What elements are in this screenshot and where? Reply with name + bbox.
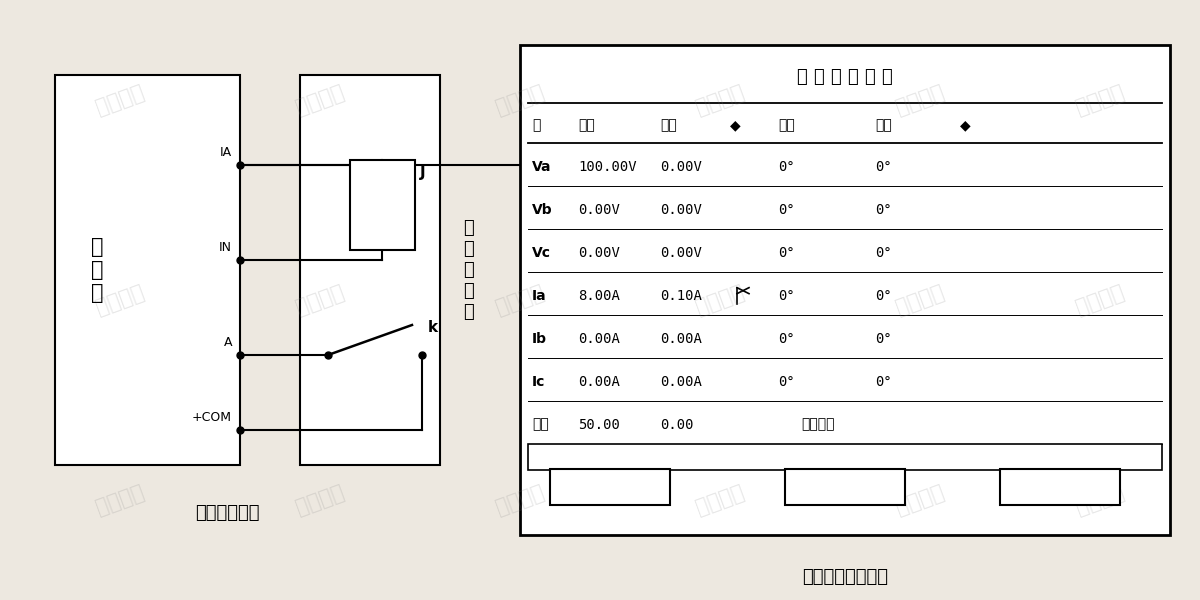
Text: 确 认: 确 认 <box>599 479 622 494</box>
Text: 龙电电气: 龙电电气 <box>493 282 547 318</box>
Text: 返 回: 返 回 <box>833 479 857 494</box>
Text: 0°: 0° <box>778 374 794 389</box>
Text: 相位: 相位 <box>778 118 794 132</box>
Text: 0°: 0° <box>778 245 794 260</box>
Text: 龙电电气: 龙电电气 <box>94 282 146 318</box>
Text: 龙电电气: 龙电电气 <box>893 282 947 318</box>
Text: 0°: 0° <box>875 245 892 260</box>
Text: 龙电电气: 龙电电气 <box>94 82 146 118</box>
Text: 龙电电气: 龙电电气 <box>293 282 347 318</box>
Bar <box>528 444 1162 470</box>
Text: Vc: Vc <box>532 245 551 260</box>
Text: 自动试验: 自动试验 <box>802 418 835 431</box>
Text: 0°: 0° <box>778 160 794 173</box>
Text: k: k <box>428 319 438 335</box>
Text: 相: 相 <box>532 118 540 132</box>
Bar <box>1000 469 1120 505</box>
Text: +COM: +COM <box>192 411 232 424</box>
Text: 0.00A: 0.00A <box>660 332 702 346</box>
Bar <box>785 469 905 505</box>
Text: ◆: ◆ <box>730 118 740 132</box>
Text: Va: Va <box>532 160 552 173</box>
Text: 龙电电气: 龙电电气 <box>893 82 947 118</box>
Text: 龙电电气: 龙电电气 <box>493 482 547 518</box>
Text: 龙电电气: 龙电电气 <box>694 282 746 318</box>
Text: 0°: 0° <box>778 332 794 346</box>
Text: Ia: Ia <box>532 289 547 302</box>
Text: 龙电电气: 龙电电气 <box>893 482 947 518</box>
Text: 0°: 0° <box>875 203 892 217</box>
Text: 0°: 0° <box>875 160 892 173</box>
Text: 测
试
仪: 测 试 仪 <box>91 237 103 303</box>
Text: ◆: ◆ <box>960 118 971 132</box>
Text: 0.00A: 0.00A <box>578 374 620 389</box>
Text: 0.00V: 0.00V <box>660 245 702 260</box>
Text: 50.00: 50.00 <box>578 418 620 431</box>
Text: 0.00V: 0.00V <box>578 203 620 217</box>
Text: 0°: 0° <box>875 332 892 346</box>
Text: 无3U0: 无3U0 <box>1039 479 1081 494</box>
Text: 0.00V: 0.00V <box>660 203 702 217</box>
Text: 0.00: 0.00 <box>660 418 694 431</box>
Text: J: J <box>420 165 426 180</box>
Bar <box>350 160 415 250</box>
Text: 0.00A: 0.00A <box>660 374 702 389</box>
Text: Ic: Ic <box>532 374 545 389</box>
Text: 龙电电气: 龙电电气 <box>493 82 547 118</box>
Text: 试验接线简图: 试验接线简图 <box>194 504 259 522</box>
Text: 交流试验（设置）: 交流试验（设置） <box>802 568 888 586</box>
Text: IA: IA <box>220 146 232 159</box>
Text: 0°: 0° <box>875 289 892 302</box>
Text: 0.00V: 0.00V <box>660 160 702 173</box>
Bar <box>300 75 440 465</box>
Text: 步长: 步长 <box>660 118 677 132</box>
Text: 龙电电气: 龙电电气 <box>94 482 146 518</box>
Text: 8.00A: 8.00A <box>578 289 620 302</box>
Text: 0°: 0° <box>875 374 892 389</box>
Text: 0.10A: 0.10A <box>660 289 702 302</box>
Text: 0.00A: 0.00A <box>578 332 620 346</box>
Text: Ib: Ib <box>532 332 547 346</box>
Text: 龙电电气: 龙电电气 <box>694 82 746 118</box>
Text: 100.00V: 100.00V <box>578 160 637 173</box>
Text: IN: IN <box>220 241 232 254</box>
Bar <box>550 469 670 505</box>
Text: 频率: 频率 <box>532 418 548 431</box>
Bar <box>520 45 1170 535</box>
Text: A: A <box>223 336 232 349</box>
Text: 龙电电气: 龙电电气 <box>293 82 347 118</box>
Text: 0.00V: 0.00V <box>578 245 620 260</box>
Text: 0°: 0° <box>778 203 794 217</box>
Text: 电
流
继
电
器: 电 流 继 电 器 <box>463 220 473 320</box>
Bar <box>55 75 240 465</box>
Text: 龙电电气: 龙电电气 <box>1073 482 1127 518</box>
Text: 幅值: 幅值 <box>578 118 595 132</box>
Text: 步长: 步长 <box>875 118 892 132</box>
Text: 龙电电气: 龙电电气 <box>1073 282 1127 318</box>
Text: 0°: 0° <box>778 289 794 302</box>
Text: 龙电电气: 龙电电气 <box>293 482 347 518</box>
Text: 【 交 流 试 验 】: 【 交 流 试 验 】 <box>797 68 893 86</box>
Text: 龙电电气: 龙电电气 <box>694 482 746 518</box>
Text: Vb: Vb <box>532 203 553 217</box>
Text: 龙电电气: 龙电电气 <box>1073 82 1127 118</box>
